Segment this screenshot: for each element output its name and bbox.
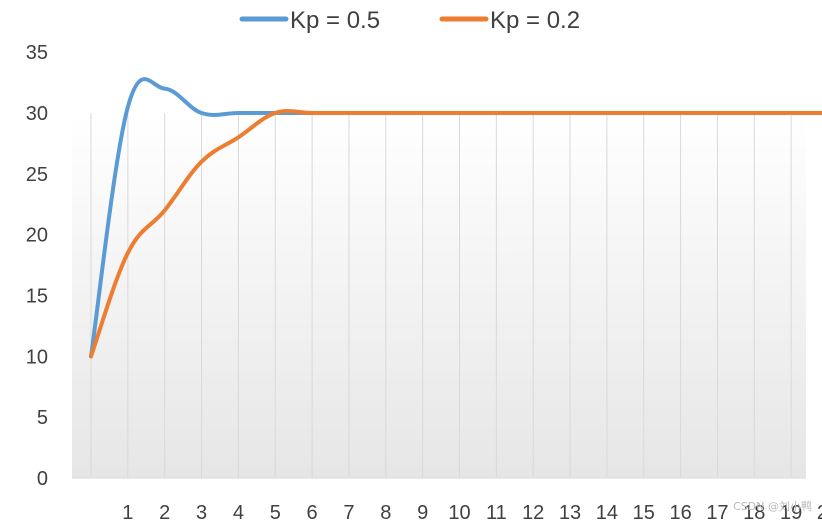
- x-tick-label: 6: [307, 502, 318, 524]
- x-tick-label: 20: [817, 502, 822, 524]
- plot-area: [72, 113, 806, 478]
- legend: Kp = 0.5 Kp = 0.2: [239, 7, 580, 34]
- x-tick-label: 1: [122, 502, 133, 524]
- x-tick-label: 19: [780, 502, 802, 524]
- series-line-2: [89, 109, 822, 359]
- x-tick-label: 3: [196, 502, 207, 524]
- y-tick-label: 30: [26, 103, 48, 125]
- y-axis-ticks: 0 5 10 15 20 25 30 35: [26, 42, 48, 490]
- x-tick-label: 9: [417, 502, 428, 524]
- watermark: CSDN @刘小鸭: [733, 500, 812, 513]
- series-lines: [89, 77, 822, 359]
- y-tick-label: 25: [26, 164, 48, 186]
- y-tick-label: 0: [37, 468, 48, 490]
- x-tick-label: 11: [486, 502, 507, 524]
- legend-label: Kp = 0.2: [490, 7, 580, 34]
- x-tick-label: 12: [522, 502, 544, 524]
- vertical-gridlines: [90, 113, 792, 478]
- x-tick-label: 16: [669, 502, 691, 524]
- x-tick-label: 17: [706, 502, 728, 524]
- x-tick-label: 10: [448, 502, 470, 524]
- x-tick-label: 4: [233, 502, 244, 524]
- x-tick-label: 8: [380, 502, 391, 524]
- x-tick-label: 7: [343, 502, 354, 524]
- x-tick-label: 5: [270, 502, 281, 524]
- x-tick-label: 2: [159, 502, 170, 524]
- x-axis-ticks: 1234567891011121314151617181920: [122, 502, 822, 524]
- y-tick-label: 15: [26, 286, 48, 308]
- y-tick-label: 35: [26, 42, 48, 64]
- x-tick-label: 15: [633, 502, 655, 524]
- x-tick-label: 18: [743, 502, 765, 524]
- y-tick-label: 5: [37, 407, 48, 429]
- legend-label: Kp = 0.5: [290, 7, 380, 34]
- x-tick-label: 14: [596, 502, 618, 524]
- x-tick-label: 13: [559, 502, 581, 524]
- y-tick-label: 10: [26, 346, 48, 368]
- y-tick-label: 20: [26, 225, 48, 247]
